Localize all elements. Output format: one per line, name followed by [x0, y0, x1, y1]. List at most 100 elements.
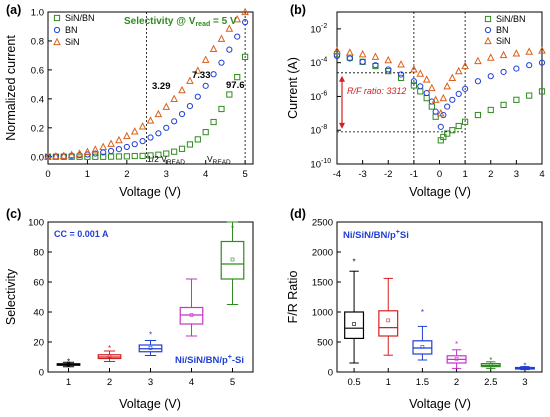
- box-outlier: *: [353, 258, 356, 267]
- box-3: *: [514, 361, 535, 370]
- x-tick-label: 2: [107, 377, 112, 388]
- data-point: [423, 95, 430, 102]
- data-point: [440, 111, 447, 119]
- data-point: [538, 59, 546, 66]
- data-point: [449, 127, 456, 134]
- panel-label-d: (d): [290, 207, 306, 221]
- data-point: [410, 65, 418, 73]
- y-tick-label: 0: [39, 368, 44, 379]
- x-tick-label: -3: [358, 169, 366, 180]
- data-point: [461, 61, 469, 70]
- data-point: [178, 85, 186, 94]
- x-axis-label-c: Voltage (V): [119, 397, 181, 411]
- data-point: [163, 150, 170, 157]
- y-axis-label-b: Current (A): [286, 57, 300, 119]
- data-point: [242, 19, 249, 26]
- device-label-c: Ni/SiN/BN/p+-Si: [175, 354, 244, 366]
- box-1.5: *: [412, 308, 433, 361]
- box-mean: [352, 322, 356, 326]
- data-point: [436, 109, 445, 117]
- data-point: [499, 50, 508, 59]
- data-point: [123, 153, 130, 160]
- data-point: [462, 85, 469, 92]
- data-point: [171, 118, 178, 125]
- legend-marker: [53, 37, 61, 46]
- y-tick-label: 80: [33, 248, 44, 259]
- x-tick-label: 3: [148, 377, 153, 388]
- data-point: [526, 62, 533, 69]
- data-point: [474, 111, 482, 119]
- data-point: [130, 127, 139, 135]
- data-point: [92, 150, 99, 157]
- legend-label: SiN/BN: [65, 13, 95, 23]
- box-2: *: [446, 340, 467, 369]
- data-point: [526, 92, 533, 99]
- data-point: [474, 56, 482, 65]
- panel-b: (b) Voltage (V) Current (A) -4 -3 -2 -1 0 1 2 3…: [286, 3, 546, 199]
- data-point: [384, 55, 393, 64]
- panel-label-c: (c): [6, 207, 21, 221]
- box-mean: [107, 354, 112, 359]
- data-point: [486, 53, 495, 61]
- data-point: [162, 102, 171, 110]
- y-tick-label: 1.0: [31, 8, 44, 19]
- data-point: [178, 145, 186, 152]
- data-point: [115, 135, 123, 144]
- x-tick-label: -4: [333, 169, 341, 180]
- rf-ratio-annotation: R/F ratio: 3312: [347, 86, 406, 96]
- legend-label: BN: [496, 25, 509, 35]
- box-outlier: *: [421, 308, 424, 317]
- data-point: [52, 152, 60, 160]
- data-point: [513, 65, 520, 72]
- box-mean: [189, 313, 194, 317]
- data-point: [209, 44, 218, 53]
- data-point: [444, 130, 451, 137]
- y-tick-label: 60: [33, 278, 44, 289]
- data-point: [218, 105, 225, 113]
- box-mean: [386, 318, 391, 323]
- y-tick-label: 0.4: [31, 94, 44, 105]
- device-label-d: Ni/SiN/BN/p+Si: [343, 229, 409, 241]
- legend-marker: [484, 36, 492, 45]
- x-tick-label: 1.5: [416, 377, 429, 388]
- data-point: [233, 14, 242, 23]
- data-point: [371, 52, 380, 60]
- data-point: [202, 129, 209, 136]
- box-mean: [66, 362, 71, 367]
- data-point: [59, 151, 68, 159]
- data-point: [385, 68, 392, 75]
- data-point: [193, 66, 202, 74]
- box-mean: [230, 257, 235, 262]
- x-tick-label: 1: [66, 377, 71, 388]
- data-point: [241, 7, 249, 16]
- data-point: [123, 131, 131, 140]
- data-point: [423, 89, 430, 97]
- y-tick-label: 10: [310, 92, 321, 103]
- y-tick-label: 10: [310, 160, 321, 171]
- half-vread-label: 1/2 VREAD: [147, 154, 185, 166]
- data-point: [139, 152, 146, 159]
- box-mean: [523, 366, 527, 370]
- data-point: [155, 151, 162, 158]
- y-tick-exponent: -4: [321, 57, 327, 64]
- y-tick-exponent: -8: [321, 124, 327, 131]
- box-outlier: *: [149, 331, 152, 340]
- data-point: [359, 58, 366, 65]
- data-point: [525, 47, 534, 55]
- data-point: [154, 109, 163, 118]
- data-point: [147, 152, 154, 159]
- data-point: [92, 153, 99, 160]
- data-point: [431, 95, 440, 103]
- legend-a: SiN/BN BN SiN: [53, 13, 95, 47]
- data-point: [416, 69, 425, 77]
- x-tick-label: 0.5: [347, 377, 360, 388]
- y-tick-exponent: -10: [321, 158, 331, 165]
- y-axis-label-a: Normalized current: [4, 35, 18, 141]
- legend-marker: [53, 26, 61, 34]
- panel-label-a: (a): [6, 3, 21, 17]
- legend-marker: [53, 14, 61, 22]
- y-tick-label: 2500: [312, 218, 333, 229]
- box-3: *: [138, 331, 163, 356]
- x-axis-label-d: Voltage (V): [409, 397, 471, 411]
